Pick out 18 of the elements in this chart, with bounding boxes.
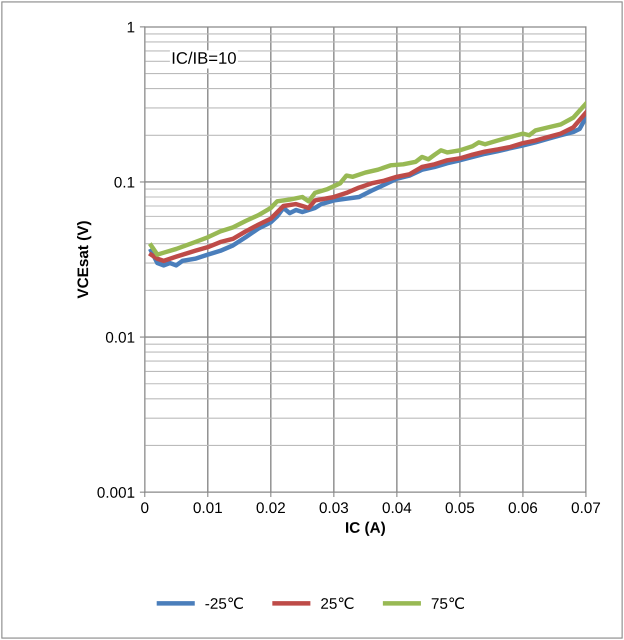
legend-label: -25℃: [205, 597, 243, 609]
x-tick-label: 0.07: [572, 502, 600, 514]
y-axis-title: VCEsat (V): [77, 221, 92, 298]
y-tick-label: 0.1: [114, 176, 134, 188]
y-tick-label: 1: [128, 22, 134, 32]
x-tick-label: 0.01: [194, 502, 222, 514]
x-axis-title: IC (A): [346, 522, 385, 536]
x-tick-label: 0.05: [446, 502, 474, 514]
x-tick-label: 0.06: [508, 502, 538, 514]
y-tick-label: 0.01: [106, 332, 134, 343]
x-tick-label: 0.03: [320, 502, 348, 514]
x-tick-label: 0.04: [382, 502, 412, 514]
annotation: IC/IB=10: [172, 52, 236, 64]
x-tick-label: 0: [141, 502, 148, 514]
legend-label: 25℃: [321, 597, 354, 609]
y-tick-label: 0.001: [97, 487, 134, 498]
legend-label: 75℃: [432, 597, 464, 609]
x-tick-label: 0.02: [256, 502, 285, 514]
